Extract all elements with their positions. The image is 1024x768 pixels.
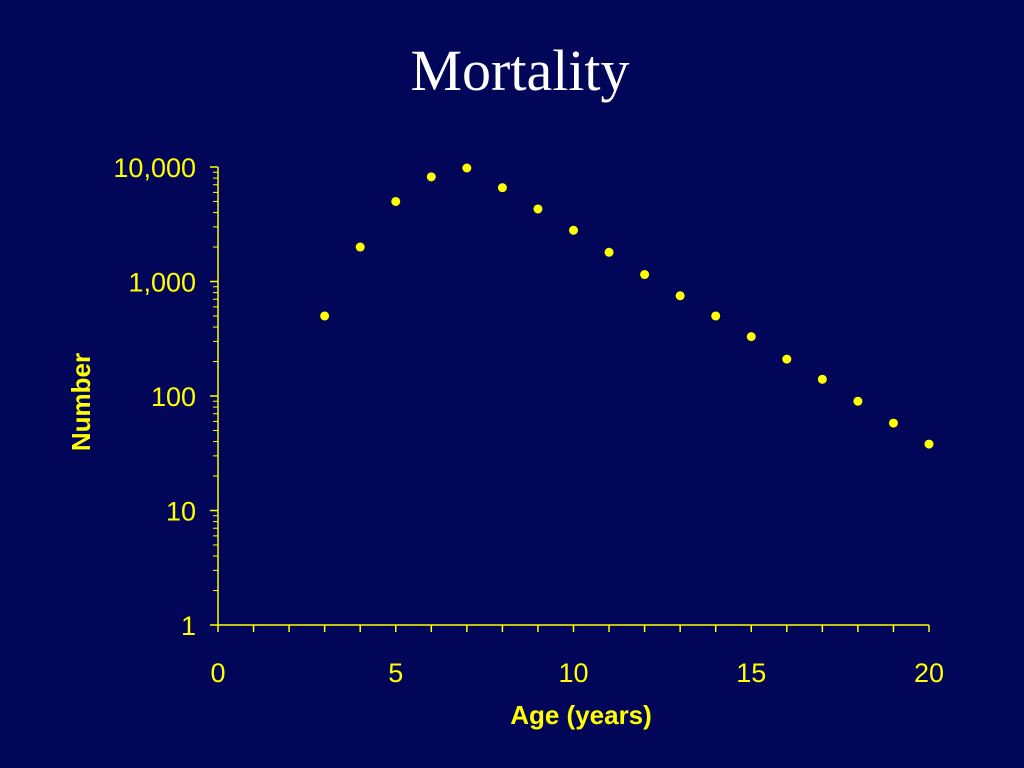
y-tick-label: 10 [166,497,196,527]
data-points [320,163,934,449]
x-tick-label: 0 [210,658,225,688]
data-point [426,172,436,182]
x-axis-title: Age (years) [510,700,652,730]
slide-title: Mortality [410,38,630,103]
x-tick-labels: 0 5 10 15 20 [210,658,944,688]
data-point [675,291,685,301]
data-point [746,332,756,342]
x-tick-label: 5 [388,658,403,688]
x-tick-label: 10 [558,658,588,688]
data-point [924,439,934,449]
y-axis-title: Number [66,353,96,451]
x-tick-label: 20 [914,658,944,688]
data-point [853,396,863,406]
data-point [640,270,650,280]
y-tick-label: 1,000 [128,268,196,298]
chart-axes [210,166,930,632]
data-point [355,242,365,252]
data-point [497,183,507,193]
y-tick-labels: 1 10 100 1,000 10,000 [113,153,196,641]
data-point [569,225,578,235]
data-point [320,311,330,321]
data-point [533,204,543,214]
y-tick-label: 1 [181,611,196,641]
data-point [817,374,827,384]
data-point [888,418,898,428]
data-point [604,247,614,257]
x-tick-label: 15 [736,658,766,688]
data-point [391,196,401,206]
data-point [782,354,792,364]
y-tick-label: 10,000 [113,153,196,183]
data-point [462,163,472,173]
y-tick-label: 100 [151,382,196,412]
data-point [711,311,721,321]
